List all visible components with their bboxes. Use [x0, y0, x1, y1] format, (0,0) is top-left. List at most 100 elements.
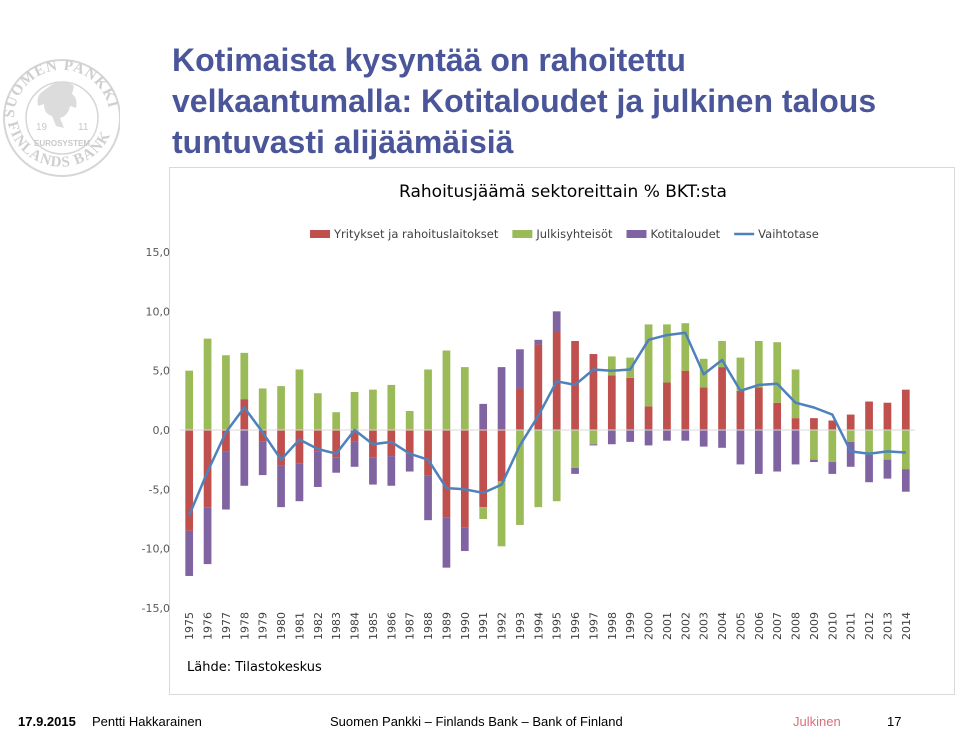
y-tick-label: -15,0 [142, 602, 170, 615]
bar-kotitaloudet-2013 [883, 459, 892, 479]
logo-year-left: 19 [36, 122, 48, 133]
bar-kotitaloudet-1990 [460, 527, 469, 552]
chart-frame: Rahoitusjäämä sektoreittain % BKT:sta Yri… [142, 167, 955, 695]
x-tick-label-1992: 1992 [496, 612, 509, 640]
bar-kotitaloudet-2010 [828, 462, 837, 474]
source-label: Lähde: Tilastokeskus [187, 660, 322, 675]
slide-title: Kotimaista kysyntää on rahoitettu velkaa… [172, 42, 877, 160]
bar-yritykset-1991 [479, 430, 488, 508]
x-tick-label-1989: 1989 [440, 612, 453, 640]
bar-julkisyhteisöt-2011 [846, 430, 855, 442]
bank-seal-logo: SUOMEN PANKKI FINLANDS BANK 19 11 EUROSY… [2, 58, 120, 177]
bar-yritykset-1990 [460, 430, 469, 528]
bar-kotitaloudet-1985 [369, 457, 377, 485]
x-tick-label-2009: 2009 [808, 612, 821, 640]
bar-julkisyhteisöt-1991 [479, 507, 488, 519]
plot-group: Rahoitusjäämä sektoreittain % BKT:sta Yri… [142, 182, 915, 640]
legend-swatch-0 [310, 230, 330, 238]
bar-yritykset-2013 [883, 402, 892, 430]
bar-julkisyhteisöt-2000 [644, 324, 653, 407]
x-tick-label-1980: 1980 [275, 612, 288, 640]
bar-julkisyhteisöt-2007 [773, 342, 782, 403]
x-tick-label-1993: 1993 [514, 612, 527, 640]
x-tick-label-1981: 1981 [293, 612, 306, 640]
x-tick-label-2012: 2012 [863, 612, 876, 640]
x-tick-label-1996: 1996 [569, 612, 582, 640]
bar-kotitaloudet-1996 [571, 467, 579, 474]
bar-yritykset-1975 [185, 430, 194, 531]
bar-kotitaloudet-2004 [718, 430, 726, 448]
bar-julkisyhteisöt-1979 [258, 388, 267, 430]
bar-yritykset-1978 [240, 399, 249, 430]
bar-julkisyhteisöt-2009 [810, 430, 818, 460]
y-tick-label: -5,0 [149, 483, 170, 496]
bar-kotitaloudet-2014 [901, 469, 910, 492]
bar-yritykset-1982 [313, 430, 322, 452]
bar-kotitaloudet-1989 [442, 517, 451, 568]
bar-yritykset-2002 [681, 370, 690, 430]
bar-julkisyhteisöt-1989 [442, 350, 451, 430]
bar-kotitaloudet-2005 [736, 430, 745, 465]
bar-julkisyhteisöt-2013 [883, 430, 892, 460]
bar-yritykset-2014 [901, 389, 910, 430]
x-tick-label-1978: 1978 [238, 612, 251, 640]
bar-yritykset-2001 [663, 382, 671, 430]
bar-kotitaloudet-2002 [681, 430, 690, 441]
bar-yritykset-1994 [534, 344, 543, 430]
bar-kotitaloudet-1987 [405, 453, 414, 472]
bar-julkisyhteisöt-1983 [332, 412, 341, 430]
bar-julkisyhteisöt-1992 [497, 481, 506, 547]
bar-kotitaloudet-2009 [810, 459, 818, 463]
x-tick-label-1994: 1994 [532, 612, 545, 640]
bar-yritykset-2005 [736, 390, 745, 430]
x-tick-label-1976: 1976 [202, 612, 215, 640]
bar-kotitaloudet-1986 [387, 456, 396, 486]
legend-label-3: Vaihtotase [758, 227, 819, 241]
bar-kotitaloudet-1975 [185, 530, 194, 576]
bar-yritykset-2000 [644, 406, 653, 430]
bar-julkisyhteisöt-1998 [607, 356, 616, 376]
x-tick-label-1986: 1986 [385, 612, 398, 640]
bar-julkisyhteisöt-1981 [295, 369, 304, 430]
bar-kotitaloudet-1994 [534, 339, 543, 345]
bar-julkisyhteisöt-1993 [516, 430, 524, 525]
y-tick-label: 15,0 [146, 246, 171, 259]
bar-kotitaloudet-1981 [295, 463, 304, 502]
bar-yritykset-1989 [442, 430, 451, 518]
legend-swatch-2 [626, 230, 647, 238]
bar-kotitaloudet-1979 [258, 441, 267, 476]
y-tick-label: -10,0 [142, 543, 170, 556]
footer-classification: Julkinen [793, 714, 841, 729]
y-tick-label: 0,0 [153, 424, 171, 437]
footer-date: 17.9.2015 [18, 714, 76, 729]
bar-kotitaloudet-2011 [846, 441, 855, 467]
bar-julkisyhteisöt-1985 [369, 389, 377, 430]
bar-julkisyhteisöt-2004 [718, 341, 726, 368]
bar-julkisyhteisöt-1982 [313, 393, 322, 430]
bar-julkisyhteisöt-1984 [350, 392, 359, 430]
bar-kotitaloudet-1995 [552, 311, 561, 332]
bar-kotitaloudet-1980 [277, 465, 285, 508]
x-tick-label-1983: 1983 [330, 612, 343, 640]
x-tick-label-1998: 1998 [606, 612, 619, 640]
lion-icon [37, 82, 77, 128]
bar-yritykset-1993 [516, 388, 524, 430]
x-tick-label-2006: 2006 [753, 612, 766, 640]
bar-julkisyhteisöt-1975 [185, 370, 194, 430]
bar-yritykset-1984 [350, 430, 359, 442]
bar-kotitaloudet-1982 [313, 451, 322, 487]
footer-page-number: 17 [887, 714, 902, 729]
x-tick-label-1985: 1985 [367, 612, 380, 640]
x-tick-label-1999: 1999 [624, 612, 637, 640]
bar-yritykset-1987 [405, 430, 414, 454]
bar-yritykset-2006 [754, 387, 763, 430]
bar-kotitaloudet-2012 [865, 454, 873, 483]
footer-organization: Suomen Pankki – Finlands Bank – Bank of … [330, 714, 623, 729]
bar-yritykset-1983 [332, 430, 341, 458]
bar-julkisyhteisöt-1976 [203, 338, 212, 430]
bar-kotitaloudet-1976 [203, 507, 212, 565]
bar-yritykset-1988 [424, 430, 432, 476]
bar-julkisyhteisöt-1978 [240, 352, 249, 400]
bar-yritykset-2012 [865, 401, 873, 430]
x-tick-label-2005: 2005 [734, 612, 747, 640]
